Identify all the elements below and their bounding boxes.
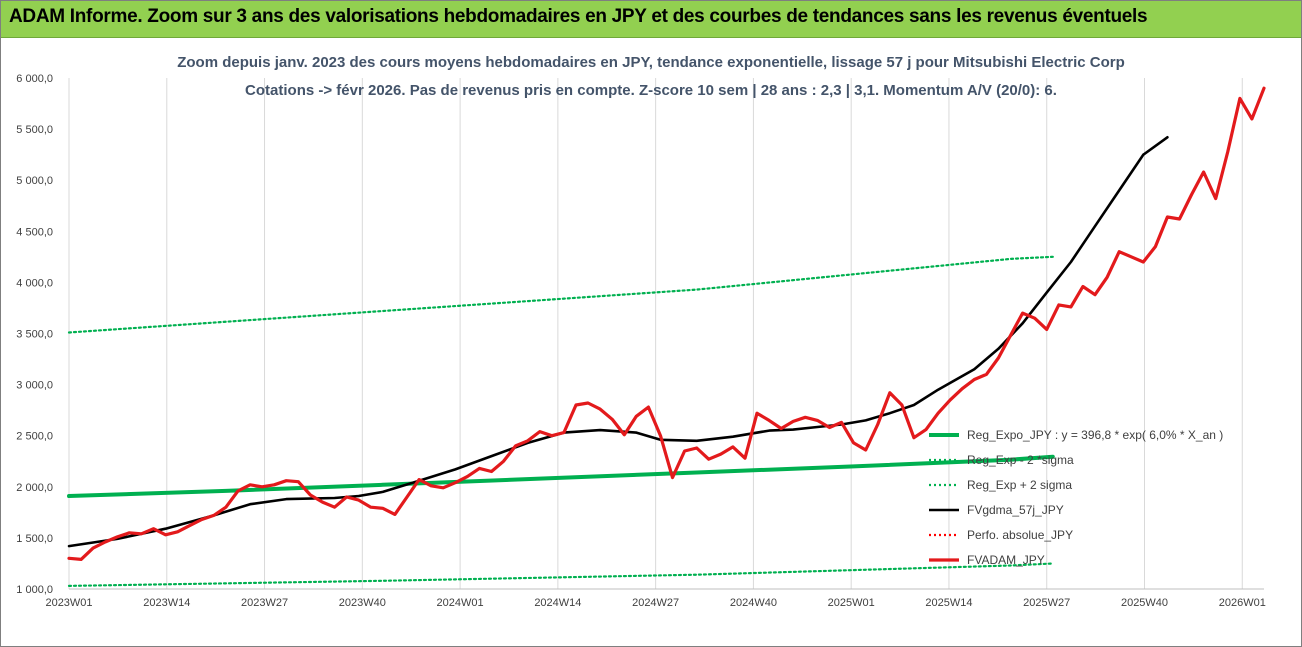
series-line-2 xyxy=(67,562,1054,588)
chart-title-line1: Zoom depuis janv. 2023 des cours moyens … xyxy=(177,54,1125,71)
report-title: ADAM Informe. Zoom sur 3 ans des valoris… xyxy=(9,6,1148,27)
x-tick-label: 2026W01 xyxy=(1219,597,1266,609)
x-axis: 2023W01 2023W14 2023W27 2023W40 2024W01 2024W… xyxy=(45,588,1266,609)
legend-label: Reg_Exp + 2 sigma xyxy=(967,478,1072,492)
y-tick-label: 3 000,0 xyxy=(16,380,53,392)
x-tick-label: 2024W40 xyxy=(730,597,777,609)
x-tick-label: 2023W01 xyxy=(45,597,92,609)
x-tick-label: 2023W40 xyxy=(339,597,386,609)
y-tick-label: 6 000,0 xyxy=(16,73,53,85)
report-banner: ADAM Informe. Zoom sur 3 ans des valoris… xyxy=(1,1,1301,38)
y-axis: 1 000,0 1 500,0 2 000,0 2 500,0 3 000,0 3 500… xyxy=(16,73,53,596)
x-tick-label: 2023W14 xyxy=(143,597,190,609)
chart-area: Zoom depuis janv. 2023 des cours moyens … xyxy=(16,54,1266,609)
x-tick-label: 2025W14 xyxy=(925,597,972,609)
y-tick-label: 1 000,0 xyxy=(16,584,53,596)
y-tick-label: 1 500,0 xyxy=(16,533,53,545)
series-line-6 xyxy=(67,86,1266,562)
y-tick-label: 4 000,0 xyxy=(16,277,53,289)
x-tick-label: 2023W27 xyxy=(241,597,288,609)
legend-label: FVADAM_JPY xyxy=(967,553,1045,567)
x-tick-label: 2024W27 xyxy=(632,597,679,609)
y-tick-label: 2 000,0 xyxy=(16,482,53,494)
legend-label: Reg_Exp - 2 *sigma xyxy=(967,453,1074,467)
gridlines xyxy=(68,78,1243,589)
y-tick-label: 5 500,0 xyxy=(16,124,53,136)
legend-label: Perfo. absolue_JPY xyxy=(967,528,1073,542)
series-line-4 xyxy=(67,136,1169,548)
y-tick-label: 5 000,0 xyxy=(16,175,53,187)
legend: Reg_Expo_JPY : y = 396,8 * exp( 6,0% * X… xyxy=(929,428,1223,567)
x-tick-label: 2025W01 xyxy=(828,597,875,609)
series-line-1 xyxy=(67,454,1055,498)
legend-label: Reg_Expo_JPY : y = 396,8 * exp( 6,0% * X… xyxy=(967,428,1223,442)
chart-title-line2: Cotations -> févr 2026. Pas de revenus p… xyxy=(245,82,1057,99)
x-tick-label: 2025W27 xyxy=(1023,597,1070,609)
series-line-3 xyxy=(67,255,1054,334)
x-tick-label: 2024W14 xyxy=(534,597,581,609)
x-tick-label: 2024W01 xyxy=(437,597,484,609)
y-tick-label: 2 500,0 xyxy=(16,431,53,443)
legend-label: FVgdma_57j_JPY xyxy=(967,503,1064,517)
y-tick-label: 3 500,0 xyxy=(16,329,53,341)
y-tick-label: 4 500,0 xyxy=(16,226,53,238)
series-lines xyxy=(67,86,1266,588)
x-tick-label: 2025W40 xyxy=(1121,597,1168,609)
